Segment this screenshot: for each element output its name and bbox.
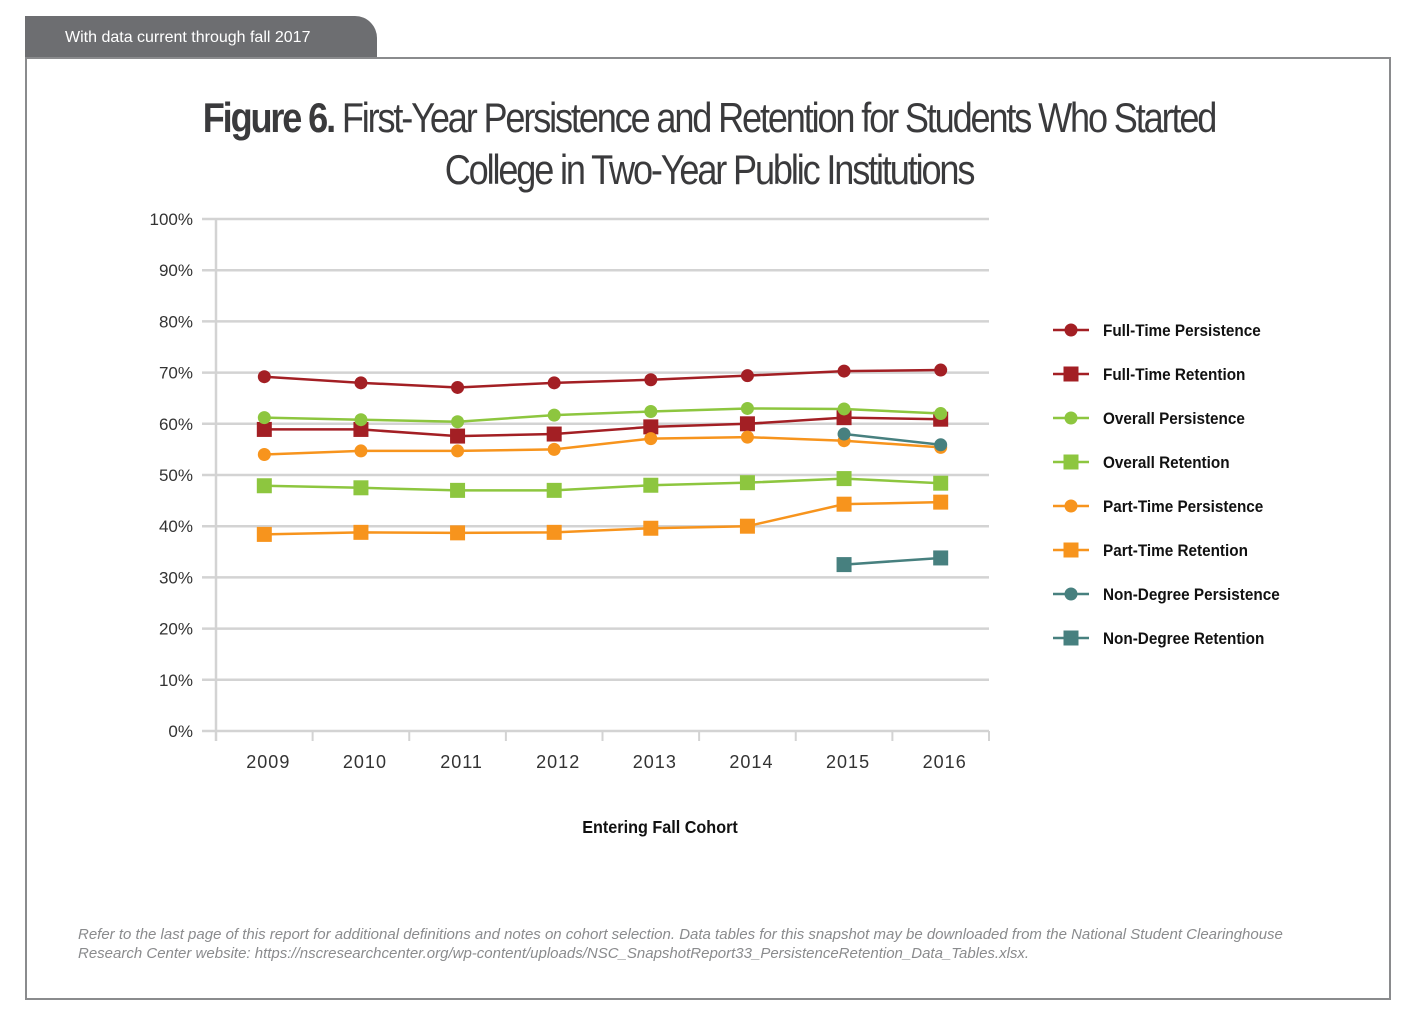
x-tick-label: 2016 bbox=[923, 752, 967, 772]
data-point bbox=[256, 526, 272, 542]
data-point bbox=[934, 363, 948, 377]
data-point bbox=[450, 525, 466, 541]
data-point bbox=[644, 373, 658, 387]
y-tick-label: 0% bbox=[168, 722, 193, 741]
figure-title-text: First-Year Persistence and Retention for… bbox=[341, 94, 1218, 193]
header-tab: With data current through fall 2017 bbox=[25, 16, 377, 58]
data-point bbox=[353, 524, 369, 540]
x-tick-label: 2015 bbox=[826, 752, 870, 772]
series-line-non-degree-persistence bbox=[843, 432, 941, 447]
footnote: Refer to the last page of this report fo… bbox=[78, 926, 1283, 962]
data-point bbox=[837, 427, 851, 441]
data-point bbox=[837, 364, 851, 378]
y-tick-label: 90% bbox=[159, 261, 193, 280]
series-line-part-time-persistence bbox=[264, 435, 941, 456]
data-point bbox=[643, 419, 659, 435]
data-point bbox=[934, 407, 948, 421]
data-point bbox=[257, 448, 271, 462]
legend-label: Part-Time Persistence bbox=[1103, 497, 1263, 516]
data-point bbox=[836, 471, 852, 487]
data-point bbox=[933, 494, 949, 510]
series-line-full-time-persistence bbox=[264, 368, 941, 389]
legend-label: Overall Persistence bbox=[1103, 409, 1245, 428]
legend-label: Non-Degree Retention bbox=[1103, 629, 1264, 648]
data-point bbox=[547, 408, 561, 422]
data-point bbox=[451, 444, 465, 458]
data-point bbox=[837, 402, 851, 416]
legend-label: Full-Time Retention bbox=[1103, 365, 1245, 384]
y-tick-label: 60% bbox=[159, 415, 193, 434]
x-tick-label: 2010 bbox=[343, 752, 387, 772]
data-point bbox=[451, 415, 465, 429]
data-point bbox=[546, 426, 562, 442]
figure-frame bbox=[25, 57, 1391, 1000]
data-point bbox=[546, 524, 562, 540]
legend-marker bbox=[1064, 323, 1078, 337]
data-point bbox=[740, 430, 754, 444]
data-point bbox=[739, 518, 755, 534]
data-point bbox=[836, 557, 852, 573]
data-point bbox=[451, 380, 465, 394]
data-point bbox=[934, 438, 948, 452]
legend-label: Non-Degree Persistence bbox=[1103, 585, 1280, 604]
legend-label: Full-Time Persistence bbox=[1103, 321, 1261, 340]
x-tick-label: 2012 bbox=[536, 752, 580, 772]
data-point bbox=[739, 475, 755, 491]
data-point bbox=[547, 376, 561, 390]
series-line-overall-persistence bbox=[264, 407, 941, 424]
legend-marker bbox=[1063, 630, 1079, 646]
data-point bbox=[256, 421, 272, 437]
x-tick-label: 2014 bbox=[729, 752, 773, 772]
data-point bbox=[256, 478, 272, 494]
legend-marker bbox=[1064, 499, 1078, 513]
x-tick-label: 2009 bbox=[246, 752, 290, 772]
legend-label: Part-Time Retention bbox=[1103, 541, 1248, 560]
y-tick-label: 50% bbox=[159, 466, 193, 485]
y-tick-label: 80% bbox=[159, 312, 193, 331]
data-point bbox=[739, 416, 755, 432]
x-tick-label: 2013 bbox=[633, 752, 677, 772]
series-line-part-time-retention bbox=[264, 500, 941, 536]
y-tick-label: 20% bbox=[159, 620, 193, 639]
legend-marker bbox=[1064, 411, 1078, 425]
x-axis-title: Entering Fall Cohort bbox=[582, 817, 738, 837]
data-point bbox=[643, 477, 659, 493]
x-tick-label: 2011 bbox=[440, 752, 483, 772]
data-point bbox=[547, 442, 561, 456]
y-tick-label: 40% bbox=[159, 517, 193, 536]
legend-marker bbox=[1064, 587, 1078, 601]
data-point bbox=[354, 413, 368, 427]
data-point bbox=[257, 411, 271, 425]
legend-label: Overall Retention bbox=[1103, 453, 1230, 472]
data-point bbox=[644, 405, 658, 419]
y-tick-label: 70% bbox=[159, 364, 193, 383]
legend-marker bbox=[1063, 366, 1079, 382]
data-point bbox=[546, 482, 562, 498]
figure-title: Figure 6. First-Year Persistence and Ret… bbox=[185, 92, 1232, 196]
y-tick-label: 10% bbox=[159, 671, 193, 690]
data-point bbox=[740, 401, 754, 415]
series-line-non-degree-retention bbox=[843, 556, 941, 566]
y-tick-label: 30% bbox=[159, 568, 193, 587]
data-point bbox=[643, 520, 659, 536]
data-point bbox=[644, 432, 658, 446]
legend-marker bbox=[1063, 454, 1079, 470]
data-point bbox=[933, 550, 949, 566]
data-point bbox=[933, 475, 949, 491]
series-line-overall-retention bbox=[264, 477, 941, 492]
data-point bbox=[354, 376, 368, 390]
legend-marker bbox=[1063, 542, 1079, 558]
data-point bbox=[353, 480, 369, 496]
y-tick-label: 100% bbox=[150, 210, 193, 229]
data-point bbox=[450, 482, 466, 498]
data-point bbox=[257, 370, 271, 384]
data-point bbox=[353, 421, 369, 437]
data-point bbox=[836, 496, 852, 512]
data-point bbox=[354, 444, 368, 458]
figure-number: Figure 6. bbox=[202, 94, 336, 141]
series-line-full-time-retention bbox=[264, 416, 941, 438]
data-point bbox=[450, 428, 466, 444]
data-point bbox=[740, 369, 754, 383]
